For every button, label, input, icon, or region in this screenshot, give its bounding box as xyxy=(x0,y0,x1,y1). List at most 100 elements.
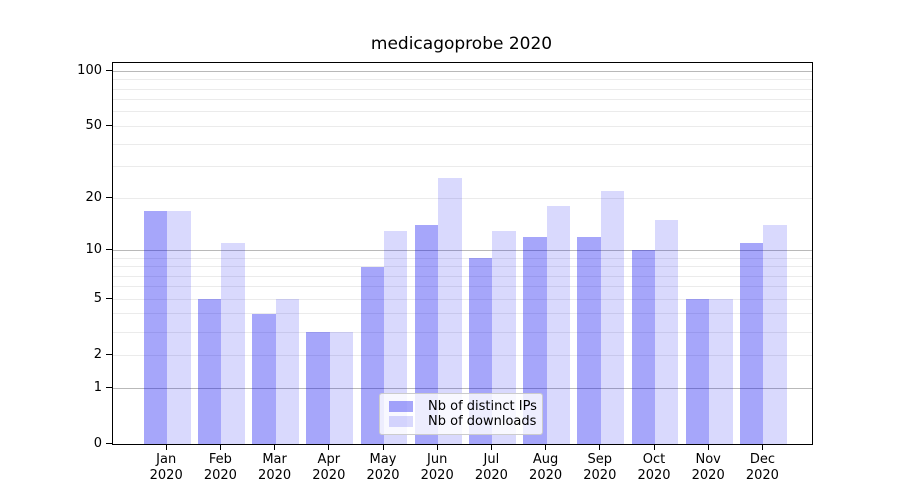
gridline-major xyxy=(113,249,812,251)
x-tick-label: Mar 2020 xyxy=(247,452,303,484)
bar-downloads-may xyxy=(384,230,408,444)
x-tick-year: 2020 xyxy=(474,468,508,483)
x-tick-year: 2020 xyxy=(149,468,183,483)
legend-label: Nb of downloads xyxy=(428,414,537,429)
gridline-major xyxy=(113,387,812,389)
chart-title: medicagoprobe 2020 xyxy=(370,34,553,54)
x-tick-mark xyxy=(328,444,330,450)
x-tick-mark xyxy=(599,444,601,450)
x-tick-month: Dec xyxy=(749,452,775,467)
x-tick-mark xyxy=(274,444,276,450)
x-tick-year: 2020 xyxy=(420,468,454,483)
x-tick-label: Aug 2020 xyxy=(518,452,574,484)
bar-ips-sep xyxy=(577,236,601,444)
x-tick-year: 2020 xyxy=(312,468,346,483)
x-tick-month: Apr xyxy=(317,452,341,467)
gridline-minor xyxy=(113,143,812,145)
bar-downloads-dec xyxy=(763,225,787,444)
y-tick-label: 5 xyxy=(93,290,102,306)
y-tick-label: 50 xyxy=(85,117,102,133)
bar-ips-apr xyxy=(306,332,330,444)
y-tick-mark xyxy=(106,248,113,250)
x-tick-mark xyxy=(219,444,221,450)
gridline-minor xyxy=(113,166,812,168)
bar-ips-may xyxy=(360,266,384,444)
y-tick-label: 20 xyxy=(85,189,102,205)
y-tick-label: 100 xyxy=(77,62,102,78)
x-tick-mark xyxy=(761,444,763,450)
legend-swatch-ips xyxy=(389,401,413,412)
x-tick-label: Apr 2020 xyxy=(301,452,357,484)
x-tick-year: 2020 xyxy=(258,468,292,483)
y-tick-mark xyxy=(106,442,113,444)
bar-downloads-jan xyxy=(167,210,191,444)
x-tick-mark xyxy=(653,444,655,450)
bar-downloads-aug xyxy=(546,206,570,444)
bar-downloads-sep xyxy=(600,190,625,444)
x-tick-label: Jan 2020 xyxy=(138,452,194,484)
y-tick-mark xyxy=(106,297,113,299)
x-tick-year: 2020 xyxy=(529,468,563,483)
bar-downloads-oct xyxy=(655,220,679,444)
bar-ips-jan xyxy=(143,210,168,444)
bar-ips-mar xyxy=(252,314,276,444)
legend-swatch-downloads xyxy=(389,416,413,427)
gridline-minor xyxy=(113,331,812,333)
plot-area xyxy=(112,62,813,445)
x-tick-month: Oct xyxy=(642,452,666,467)
x-tick-month: Jan xyxy=(156,452,177,467)
x-tick-label: Nov 2020 xyxy=(680,452,736,484)
bar-downloads-nov xyxy=(709,299,733,444)
x-tick-year: 2020 xyxy=(366,468,400,483)
gridline-minor xyxy=(113,125,812,127)
x-tick-mark xyxy=(436,444,438,450)
x-tick-month: Aug xyxy=(532,452,559,467)
gridline-minor xyxy=(113,257,812,259)
y-tick-label: 10 xyxy=(85,241,102,257)
x-tick-label: May 2020 xyxy=(355,452,411,484)
x-tick-month: Jul xyxy=(483,452,500,467)
x-tick-label: Feb 2020 xyxy=(192,452,248,484)
gridline-minor xyxy=(113,354,812,356)
x-tick-label: Jun 2020 xyxy=(409,452,465,484)
x-tick-month: Jun xyxy=(427,452,448,467)
bar-downloads-mar xyxy=(275,299,299,444)
gridline-minor xyxy=(113,99,812,101)
x-tick-label: Jul 2020 xyxy=(463,452,519,484)
y-tick-label: 2 xyxy=(93,346,102,362)
x-tick-month: Nov xyxy=(695,452,721,467)
gridline-minor xyxy=(113,286,812,288)
gridline-minor xyxy=(113,79,812,81)
x-tick-mark xyxy=(707,444,709,450)
bar-ips-aug xyxy=(523,236,547,444)
legend: Nb of distinct IPs Nb of downloads xyxy=(379,393,543,435)
bar-downloads-apr xyxy=(329,332,354,444)
bar-downloads-feb xyxy=(221,243,245,444)
x-tick-month: Mar xyxy=(262,452,287,467)
x-tick-label: Oct 2020 xyxy=(626,452,682,484)
gridline-minor xyxy=(113,266,812,267)
y-tick-label: 0 xyxy=(93,435,102,451)
x-tick-mark xyxy=(165,444,167,450)
y-tick-mark xyxy=(106,124,113,126)
x-tick-mark xyxy=(545,444,547,450)
x-tick-year: 2020 xyxy=(691,468,725,483)
bar-ips-feb xyxy=(198,299,222,444)
gridline-minor xyxy=(113,298,812,300)
legend-label: Nb of distinct IPs xyxy=(428,399,537,414)
bar-downloads-jul xyxy=(492,230,516,444)
x-tick-year: 2020 xyxy=(637,468,671,483)
x-tick-month: Feb xyxy=(208,452,232,467)
y-tick-mark xyxy=(106,353,113,355)
gridline-minor xyxy=(113,275,812,277)
bar-ips-oct xyxy=(631,250,655,444)
y-tick-label: 1 xyxy=(93,379,102,395)
bar-ips-nov xyxy=(685,299,710,444)
y-tick-mark xyxy=(106,69,113,71)
x-tick-mark xyxy=(382,444,384,450)
bar-ips-dec xyxy=(740,243,764,444)
x-tick-year: 2020 xyxy=(203,468,237,483)
bar-downloads-jun xyxy=(438,177,462,444)
y-tick-mark xyxy=(106,196,113,198)
